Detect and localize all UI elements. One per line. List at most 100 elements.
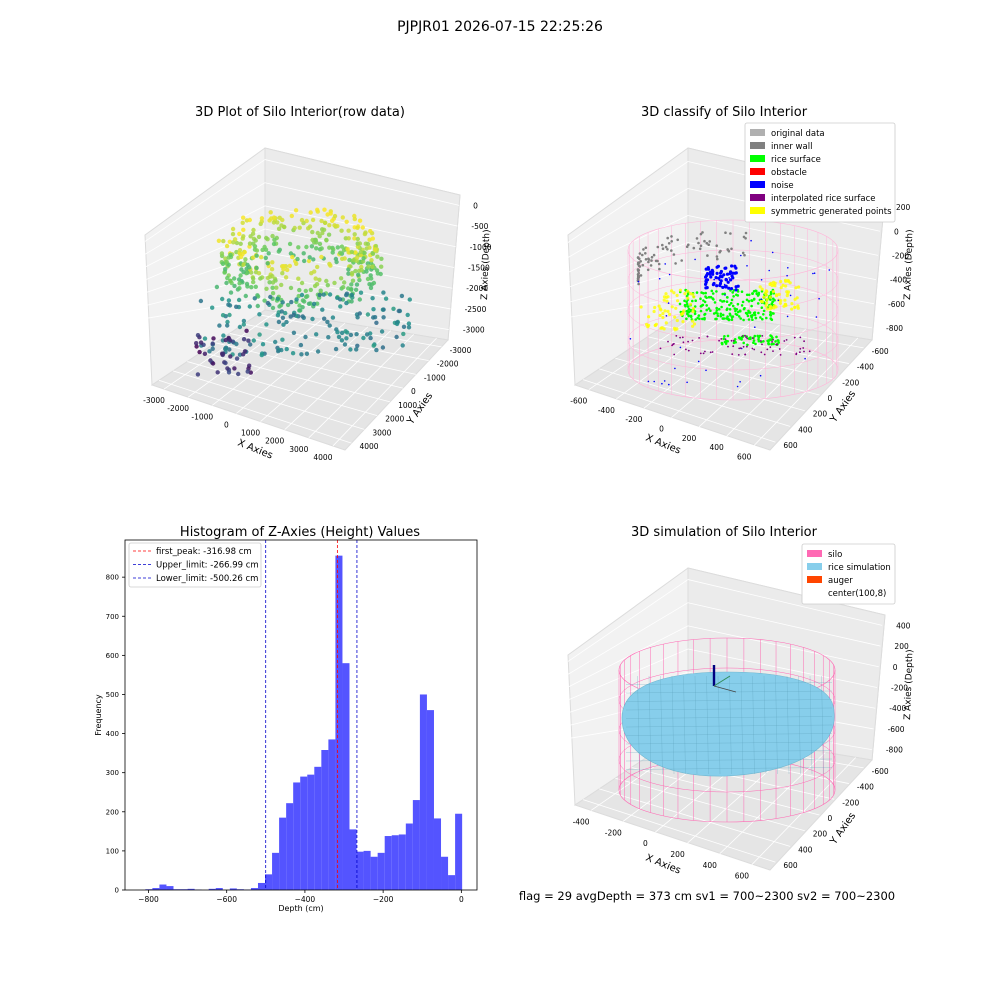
raw-point — [379, 264, 384, 269]
raw-point — [224, 280, 229, 286]
raw-point — [302, 258, 307, 264]
raw-point — [231, 240, 236, 245]
noise-point — [815, 316, 818, 318]
raw-point — [257, 312, 262, 317]
interpolated-point — [702, 352, 705, 355]
hist-bar — [187, 888, 195, 890]
legend-label: first_peak: -316.98 cm — [156, 547, 252, 557]
raw-point — [256, 271, 262, 276]
raw-z-ticks: 0 -500 -1000 -1500 -2000 -2500 -3000 — [463, 201, 492, 334]
raw-point — [315, 349, 321, 354]
raw-point — [319, 246, 324, 251]
rice-surface-point — [752, 339, 756, 342]
symmetric-point — [765, 297, 769, 302]
legend-box — [744, 122, 896, 223]
rice-surface-point — [715, 309, 719, 312]
classify-ylabel: Y Axies — [828, 389, 858, 426]
rice-surface-point — [725, 300, 729, 304]
raw-point — [260, 247, 265, 253]
simulation-zlabel: Z Axies (Depth) — [903, 649, 915, 720]
symmetric-point — [765, 290, 769, 294]
hist-bar — [419, 694, 427, 890]
rice-surface-point — [701, 303, 705, 307]
raw-point — [374, 347, 379, 353]
noise-point — [750, 239, 752, 242]
raw-point — [264, 235, 269, 241]
noise-point — [786, 274, 788, 277]
raw-point — [339, 338, 345, 343]
raw-point — [210, 341, 215, 346]
rice-surface-point — [741, 300, 745, 304]
raw-point — [251, 255, 256, 260]
raw-point — [368, 228, 373, 234]
hist-bar — [286, 803, 294, 890]
raw-point — [310, 217, 316, 223]
hist-bar — [356, 851, 364, 890]
raw-point — [366, 264, 371, 269]
raw-point — [254, 265, 259, 271]
raw-point — [284, 346, 289, 352]
raw-point — [371, 315, 376, 320]
symmetric-point — [691, 319, 695, 323]
y-tick-label: 400 — [106, 730, 119, 738]
symmetric-point — [778, 301, 783, 305]
rice-surface-point — [722, 337, 725, 341]
raw-point — [365, 276, 371, 282]
rice-surface-point — [756, 334, 759, 338]
raw-point — [327, 245, 332, 250]
rice-surface-point — [696, 316, 699, 320]
rice-surface-point — [693, 305, 697, 308]
z-tick-label: -2000 — [466, 284, 488, 293]
surface-mesh-line — [625, 733, 833, 736]
noise-point — [647, 380, 650, 383]
raw-point — [310, 237, 315, 243]
raw-point — [335, 330, 340, 335]
rice-surface-point — [776, 339, 780, 342]
symmetric-point — [774, 305, 778, 309]
raw-point — [277, 247, 282, 252]
y-tick-label: -1000 — [424, 373, 446, 382]
interpolated-point — [761, 335, 764, 337]
x-tick-label: 400 — [703, 861, 718, 870]
raw-point — [259, 216, 265, 221]
inner-wall-point — [726, 248, 730, 252]
gridline — [163, 311, 277, 390]
raw-point — [275, 296, 280, 301]
raw-point — [194, 341, 199, 346]
raw-point — [246, 338, 251, 343]
simulation-x-ticks: -400 -200 0 200 400 600 — [573, 817, 750, 880]
y-tick-label: -600 — [872, 347, 889, 356]
inner-wall-point — [670, 249, 673, 252]
raw-point — [327, 292, 333, 297]
inner-wall-point — [647, 258, 651, 261]
rice-surface-point — [733, 307, 737, 310]
gridline — [332, 337, 437, 447]
rice-surface-point — [734, 309, 737, 313]
raw-point — [354, 258, 359, 263]
noise-point — [789, 294, 792, 297]
gridline — [647, 336, 835, 380]
interpolated-point — [718, 339, 720, 342]
noise-point — [665, 315, 668, 317]
rice-surface-point — [743, 306, 746, 310]
raw-point — [234, 240, 240, 246]
raw-point — [271, 220, 277, 225]
rice-surface-point — [762, 309, 766, 313]
rice-surface-point — [762, 340, 765, 343]
hist-bar — [377, 852, 385, 890]
rice-surface-point — [685, 300, 688, 304]
noise-point — [730, 274, 734, 278]
symmetric-point — [670, 289, 674, 293]
x-tick-label: 200 — [670, 850, 685, 859]
noise-point — [724, 266, 728, 270]
gridline — [144, 298, 266, 319]
raw-point — [353, 268, 358, 274]
interpolated-point — [799, 351, 801, 354]
z-tick-label: -500 — [471, 222, 488, 231]
raw-point — [238, 241, 243, 246]
raw-point — [236, 277, 242, 282]
z-tick-label: 400 — [896, 621, 911, 630]
raw-point — [341, 285, 346, 290]
surface-mesh-line — [625, 716, 833, 719]
noise-point — [721, 285, 725, 289]
